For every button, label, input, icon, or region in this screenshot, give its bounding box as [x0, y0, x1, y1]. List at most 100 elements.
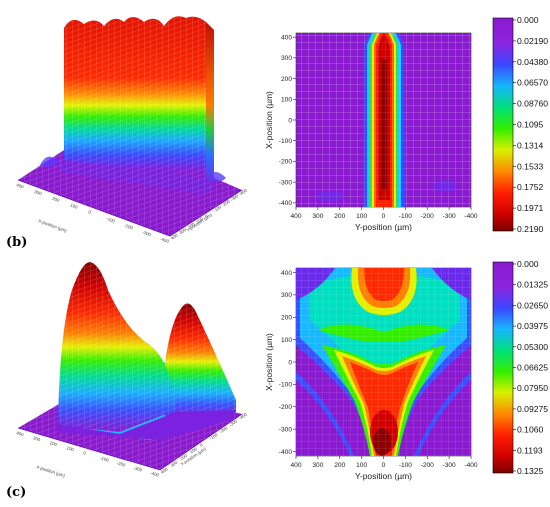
surface-edge-tick-label: 200 — [49, 440, 58, 447]
x-tick-label: 400 — [290, 213, 301, 220]
colorbar-tick-label: 0.02650 — [517, 300, 548, 310]
y-tick-label: 400 — [281, 270, 292, 277]
x-tick-label: -400 — [464, 213, 478, 220]
surface-edge-tick-label: 200 — [187, 221, 196, 230]
surface-edge-tick-label: -200 — [116, 460, 126, 468]
surface-edge-tick-label: 300 — [32, 435, 41, 442]
surface-edge-tick-label: 0 — [204, 213, 209, 219]
surface-edge-tick-label: 300 — [34, 189, 43, 196]
x-tick-label: 200 — [334, 213, 345, 220]
y-tick-label: -400 — [279, 449, 293, 456]
surface-edge-tick-label: -300 — [228, 418, 239, 427]
x-tick-label: -100 — [399, 213, 413, 220]
colorbar-tick-label: 0.07950 — [517, 383, 548, 393]
surface-edge-tick-label: 200 — [179, 453, 188, 462]
colorbar-tick-label: 0.000 — [517, 15, 539, 25]
surface-edge-tick-label: 100 — [189, 446, 198, 455]
colorbar-panel-b: 0.000 0.02190 0.04380 0.06570 0.08760 0.1095 0… — [492, 15, 548, 234]
colorbar-tick-label: 0.1752 — [517, 182, 544, 192]
panel-label-c: (c) — [6, 485, 26, 500]
x-tick-label: -300 — [443, 462, 457, 469]
surface-edge-tick-label: 100 — [195, 216, 204, 225]
surface-edge-tick-label: 0 — [199, 442, 204, 448]
surface-edge-tick-label: 200 — [52, 196, 61, 203]
surface-edge-tick-label: -100 — [99, 455, 109, 463]
surface-edge-tick-label: 400 — [160, 466, 169, 475]
y-axis-label: X-position (µm) — [264, 91, 274, 149]
x-tick-label: 300 — [312, 462, 323, 469]
y-tick-label: -300 — [279, 179, 293, 186]
y-tick-label: 0 — [288, 117, 292, 124]
colorbar-tick-label: 0.1095 — [517, 120, 544, 130]
surface-edge-tick-label: 100 — [66, 445, 75, 452]
y-tick-label: -300 — [279, 426, 293, 433]
colorbar-tick-label: 0.2190 — [517, 224, 544, 234]
x-tick-label: 0 — [382, 213, 386, 220]
surface-edge-tick-label: 300 — [170, 460, 179, 469]
x-tick-label: 100 — [356, 462, 367, 469]
x-tick-label: -200 — [421, 462, 435, 469]
surface-edge-tick-label: -100 — [106, 216, 116, 224]
surface-b-x-axis-label: X-position (µm) — [38, 218, 68, 233]
y-tick-label: -200 — [279, 159, 293, 166]
y-tick-label: -200 — [279, 404, 293, 411]
colorbar-tick-label: 0.1971 — [517, 203, 544, 213]
surface-edge-tick-label: -200 — [218, 425, 229, 434]
colorbar-tick-label: 0.1193 — [517, 445, 543, 455]
colorbar-tick-label: 0.06570 — [517, 78, 548, 88]
y-axis-label: X-position (µm) — [264, 333, 274, 391]
x-tick-label: 300 — [312, 213, 323, 220]
colorbar-tick-label: 0.03975 — [517, 321, 548, 331]
colorbar-tick-label: 0.08760 — [517, 99, 548, 109]
surface-edge-tick-label: 300 — [178, 227, 187, 236]
colorbar-tick-label: 0.04380 — [517, 57, 548, 67]
surface-edge-tick-label: 400 — [170, 232, 179, 241]
colorbar-panel-c: 0.000 0.01325 0.02650 0.03975 0.05300 0.06625… — [492, 259, 548, 476]
x-tick-label: 400 — [290, 462, 301, 469]
surface-edge-tick-label: -400 — [160, 236, 170, 244]
y-tick-label: -100 — [279, 382, 293, 389]
heatmap-panel-c: 400 300 200 100 0 -100 -200 -300 -400 400 300 200 10… — [264, 267, 478, 481]
surface-edge-tick-label: 0 — [83, 450, 87, 456]
colorbar-tick-label: 0.1533 — [517, 161, 544, 171]
y-tick-label: 200 — [281, 315, 292, 322]
x-axis-label: Y-position (µm) — [355, 471, 412, 481]
colorbar-tick-label: 0.000 — [517, 259, 539, 269]
y-tick-label: -100 — [279, 138, 293, 145]
y-tick-label: 100 — [281, 97, 292, 104]
colorbar-tick-label: 0.01325 — [517, 280, 548, 290]
colorbar-tick-label: 0.1314 — [517, 140, 544, 150]
y-tick-label: 100 — [281, 337, 292, 344]
x-tick-label: -100 — [399, 462, 413, 469]
y-tick-label: 0 — [288, 359, 292, 366]
x-axis-label: Y-position (µm) — [355, 222, 412, 232]
colorbar-tick-label: 0.05300 — [517, 342, 548, 352]
surface-edge-tick-label: -200 — [124, 223, 134, 231]
surface-c-x-axis-label: X-position (µm) — [36, 464, 66, 478]
y-tick-label: -400 — [279, 200, 293, 207]
surface-edge-tick-label: -400 — [150, 470, 160, 478]
x-tick-label: -300 — [443, 213, 457, 220]
colorbar-tick-label: 0.1060 — [517, 425, 544, 435]
surface-edge-tick-label: 100 — [70, 202, 79, 209]
surface-edge-tick-label: -200 — [221, 198, 232, 207]
surface-edge-tick-label: -300 — [142, 229, 152, 237]
colorbar-tick-label: 0.06625 — [517, 363, 548, 373]
colorbar-tick-label: 0.02190 — [517, 36, 548, 46]
surface-edge-tick-label: 0 — [88, 209, 93, 215]
surface-edge-tick-label: -400 — [238, 187, 249, 196]
panel-label-b: (b) — [6, 235, 27, 250]
x-tick-label: 100 — [356, 213, 367, 220]
y-tick-label: 300 — [281, 55, 292, 62]
colorbar-tick-label: 0.1325 — [517, 466, 544, 476]
surface-edge-tick-label: 400 — [16, 182, 25, 189]
surface-edge-tick-label: -100 — [212, 204, 223, 213]
surface-edge-tick-label: -400 — [238, 411, 249, 420]
x-tick-label: -200 — [421, 213, 435, 220]
surface-edge-tick-label: -300 — [133, 465, 143, 473]
colorbar-tick-label: 0.09275 — [517, 404, 548, 414]
heatmap-panel-b: 400 300 200 100 0 -100 -200 -300 -400 400 300 200 10… — [264, 32, 478, 232]
